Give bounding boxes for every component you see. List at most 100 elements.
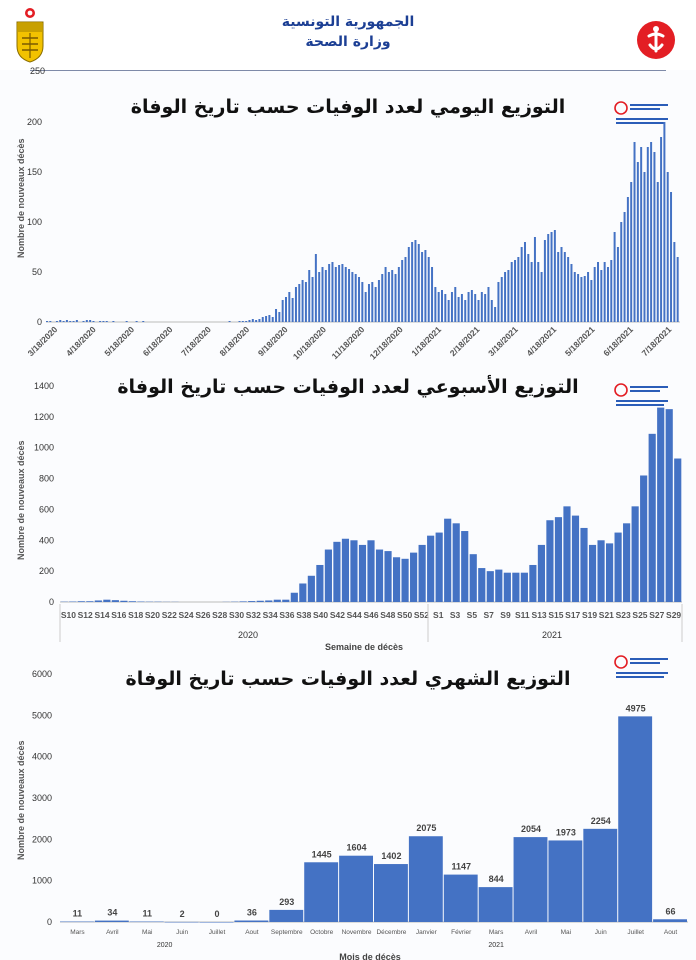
weekly-bar	[503, 572, 511, 602]
weekly-bar	[444, 518, 452, 602]
daily-bar	[228, 321, 231, 322]
daily-bar	[570, 264, 573, 322]
x-tick-label: Avril	[106, 929, 119, 936]
daily-bar	[504, 272, 507, 322]
weekly-bar	[341, 538, 350, 602]
x-tick-label: S7	[483, 610, 494, 620]
daily-bar	[673, 242, 676, 322]
daily-bar	[394, 274, 397, 322]
weekly-bar	[375, 549, 384, 602]
x-tick-label: 5/18/2021	[563, 324, 597, 358]
daily-bar	[341, 264, 344, 322]
weekly-bar	[350, 540, 358, 602]
daily-bar	[358, 277, 361, 322]
daily-bar	[112, 321, 115, 322]
daily-bar	[427, 257, 430, 322]
weekly-bar	[597, 540, 605, 602]
daily-bar	[105, 321, 108, 322]
daily-bar	[338, 265, 341, 322]
x-tick-label: Aout	[245, 929, 259, 936]
data-label: 2075	[416, 823, 436, 833]
daily-bar	[514, 260, 517, 322]
x-tick-label: S36	[279, 610, 294, 620]
daily-bar	[590, 280, 593, 322]
weekly-bar	[648, 433, 656, 602]
x-tick-label: 12/18/2020	[368, 324, 405, 361]
daily-bar	[258, 319, 261, 322]
daily-bar	[563, 252, 566, 322]
daily-bar	[560, 247, 563, 322]
daily-bar	[613, 232, 616, 322]
data-label: 2054	[521, 824, 541, 834]
x-tick-label: S19	[582, 610, 597, 620]
daily-bar	[318, 272, 321, 322]
y-tick-label: 150	[27, 167, 42, 177]
daily-bar	[65, 320, 68, 322]
daily-bar	[248, 320, 251, 322]
daily-bar	[643, 172, 646, 322]
x-tick-label: Juin	[595, 929, 607, 936]
x-tick-label: 6/18/2021	[601, 324, 635, 358]
daily-bar	[311, 277, 314, 322]
weekly-bar	[256, 600, 264, 602]
daily-bar	[284, 297, 287, 322]
data-label: 0	[214, 909, 219, 919]
daily-bar	[321, 267, 324, 322]
daily-bar	[550, 232, 553, 322]
daily-bar	[271, 317, 274, 322]
weekly-bar	[401, 558, 409, 602]
daily-bar	[85, 320, 88, 322]
daily-bar	[391, 270, 394, 322]
weekly-bar	[239, 601, 247, 602]
data-label: 1445	[312, 849, 332, 859]
daily-bar	[567, 257, 570, 322]
daily-bar	[636, 162, 639, 322]
x-tick-label: Janvier	[416, 929, 438, 936]
y-tick-label: 50	[32, 267, 42, 277]
daily-bar	[324, 270, 327, 322]
weekly-bar	[571, 515, 580, 602]
observatory-logo-icon	[614, 101, 668, 124]
daily-bar	[484, 294, 487, 322]
x-tick-label: 4/18/2021	[524, 324, 558, 358]
data-label: 1147	[451, 862, 471, 872]
x-tick-label: Juillet	[627, 929, 644, 936]
page-header: الجمهورية التونسية وزارة الصحة 250	[0, 0, 696, 76]
daily-bar	[411, 242, 414, 322]
weekly-bar	[520, 572, 528, 602]
daily-bar	[547, 234, 550, 322]
daily-bar	[537, 262, 540, 322]
daily-bar	[424, 250, 427, 322]
daily-bar	[82, 321, 85, 322]
y-tick-label: 200	[39, 566, 54, 576]
daily-bar	[540, 272, 543, 322]
daily-bar	[553, 230, 556, 322]
data-label: 2	[180, 909, 185, 919]
daily-bar	[62, 321, 65, 322]
y-tick-label: 2000	[32, 834, 52, 844]
weekly-bar	[367, 540, 375, 602]
x-tick-label: S17	[565, 610, 580, 620]
y-tick-label: 600	[39, 504, 54, 514]
weekly-bar	[316, 564, 324, 602]
y-tick-label: 1400	[34, 381, 54, 391]
daily-bar	[437, 292, 440, 322]
x-tick-label: S12	[78, 610, 93, 620]
monthly-chart: 0 1000 2000 3000 4000 5000 6000 11 Mars 34 Avril 11…	[32, 669, 688, 960]
daily-bar	[331, 262, 334, 322]
daily-bar	[593, 267, 596, 322]
x-tick-label: S32	[246, 610, 261, 620]
weekly-bar	[546, 520, 554, 602]
y-tick-label: 800	[39, 474, 54, 484]
daily-bar	[49, 321, 52, 322]
monthly-bar	[269, 909, 304, 922]
daily-bar	[46, 321, 48, 322]
daily-bar	[653, 152, 656, 322]
x-tick-label: Novembre	[342, 929, 372, 936]
monthly-bar	[304, 862, 339, 922]
daily-bar	[500, 277, 503, 322]
weekly-bar	[512, 572, 520, 602]
daily-bar	[361, 282, 364, 322]
weekly-bar	[128, 601, 137, 602]
